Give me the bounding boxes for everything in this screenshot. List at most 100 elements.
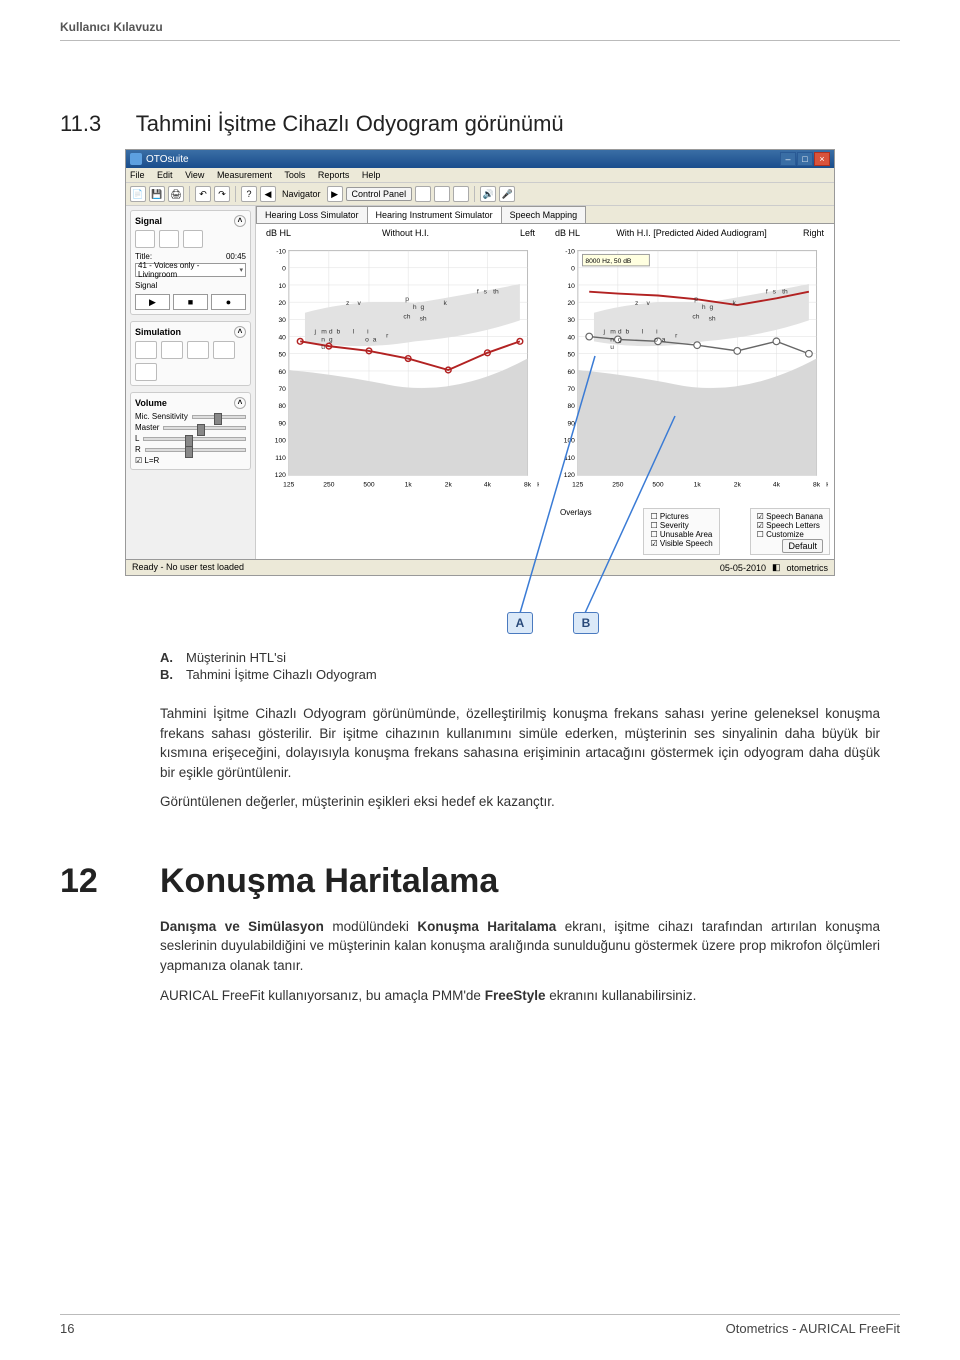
svg-text:0: 0 — [282, 266, 286, 273]
maximize-button[interactable]: □ — [797, 152, 813, 166]
tab-hearing-instrument[interactable]: Hearing Instrument Simulator — [367, 206, 502, 223]
collapse-icon[interactable]: ˄ — [234, 326, 246, 338]
record-button[interactable]: ● — [211, 294, 246, 310]
ov-banana-label: Speech Banana — [766, 512, 823, 521]
svg-text:80: 80 — [278, 403, 286, 410]
chart-left-ylabel: dB HL — [266, 228, 291, 238]
svg-text:70: 70 — [567, 386, 575, 393]
master-slider[interactable] — [163, 426, 246, 430]
tb-mic-icon[interactable]: 🎤 — [499, 186, 515, 202]
ov-visible[interactable]: ☑ Visible Speech — [650, 539, 712, 548]
sim-icon-1[interactable] — [135, 341, 157, 359]
menu-edit[interactable]: Edit — [157, 170, 173, 180]
ov-unusable[interactable]: ☐ Unusable Area — [650, 530, 712, 539]
tb-nav-left-icon[interactable]: ◀ — [260, 186, 276, 202]
svg-text:1k: 1k — [694, 482, 702, 489]
tabs: Hearing Loss Simulator Hearing Instrumen… — [256, 206, 834, 224]
status-brand: otometrics — [786, 563, 828, 573]
chart-right-side: Right — [803, 228, 824, 238]
tb-save-icon[interactable]: 💾 — [149, 186, 165, 202]
left-panel: Signal˄ Title:00:45 41 - Voices only - L… — [126, 206, 256, 559]
svg-text:Hz: Hz — [826, 482, 828, 489]
sim-icon-5[interactable] — [135, 363, 157, 381]
default-button[interactable]: Default — [782, 539, 823, 553]
link-label: L=R — [144, 456, 159, 465]
overlays-heading: Overlays — [560, 508, 592, 517]
section-number: 11.3 — [60, 111, 130, 137]
menu-reports[interactable]: Reports — [318, 170, 350, 180]
collapse-icon[interactable]: ˄ — [234, 397, 246, 409]
ov-letters[interactable]: ☑ Speech Letters — [757, 521, 823, 530]
svg-text:p: p — [405, 296, 409, 303]
minimize-button[interactable]: – — [780, 152, 796, 166]
chapter-heading: 12 Konuşma Haritalama — [60, 862, 900, 901]
svg-text:sh: sh — [420, 315, 427, 322]
svg-text:250: 250 — [323, 482, 334, 489]
combo-value: 41 - Voices only - Livingroom — [138, 261, 239, 279]
svg-text:n: n — [610, 336, 614, 343]
stop-button[interactable]: ■ — [173, 294, 208, 310]
ov-severity[interactable]: ☐ Severity — [650, 521, 712, 530]
app-icon — [130, 153, 142, 165]
tb-misc3-icon[interactable] — [453, 186, 469, 202]
sim-icon-4[interactable] — [213, 341, 235, 359]
svg-text:20: 20 — [567, 300, 575, 307]
tab-speech-mapping[interactable]: Speech Mapping — [501, 206, 587, 223]
sig-icon-1[interactable] — [135, 230, 155, 248]
tb-undo-icon[interactable]: ↶ — [195, 186, 211, 202]
tb-print-icon[interactable]: 🖨 — [168, 186, 184, 202]
svg-text:500: 500 — [363, 482, 374, 489]
legend-a-key: A. — [160, 650, 186, 665]
svg-text:110: 110 — [275, 455, 286, 462]
svg-text:110: 110 — [564, 455, 575, 462]
control-panel-button[interactable]: Control Panel — [346, 187, 413, 201]
svg-text:n: n — [321, 336, 325, 343]
svg-text:-10: -10 — [276, 248, 286, 255]
svg-text:Hz: Hz — [537, 482, 539, 489]
chart-left-title: Without H.I. — [291, 228, 520, 238]
menubar: File Edit View Measurement Tools Reports… — [126, 168, 834, 183]
menu-view[interactable]: View — [185, 170, 204, 180]
sig-icon-2[interactable] — [159, 230, 179, 248]
svg-text:g: g — [618, 336, 622, 343]
mic-slider[interactable] — [192, 415, 246, 419]
svg-text:70: 70 — [278, 386, 286, 393]
menu-file[interactable]: File — [130, 170, 145, 180]
r-slider[interactable] — [145, 448, 246, 452]
close-button[interactable]: × — [814, 152, 830, 166]
r-label: R — [135, 445, 141, 454]
tab-hearing-loss[interactable]: Hearing Loss Simulator — [256, 206, 368, 223]
menu-tools[interactable]: Tools — [284, 170, 305, 180]
ov-pictures[interactable]: ☐ Pictures — [650, 512, 712, 521]
ov-customize[interactable]: ☐ Customize — [757, 530, 823, 539]
tb-help-icon[interactable]: ? — [241, 186, 257, 202]
svg-text:100: 100 — [564, 438, 575, 445]
l-label: L — [135, 434, 139, 443]
svg-text:125: 125 — [572, 482, 583, 489]
tb-nav-right-icon[interactable]: ▶ — [327, 186, 343, 202]
svg-text:o: o — [365, 336, 369, 343]
ov-banana[interactable]: ☑ Speech Banana — [757, 512, 823, 521]
section-body: Tahmini İşitme Cihazlı Odyogram görünümü… — [160, 704, 880, 812]
sim-icon-3[interactable] — [187, 341, 209, 359]
tb-misc1-icon[interactable] — [415, 186, 431, 202]
menu-measurement[interactable]: Measurement — [217, 170, 272, 180]
tb-speaker-icon[interactable]: 🔊 — [480, 186, 496, 202]
l-slider[interactable] — [143, 437, 246, 441]
svg-text:m: m — [610, 329, 616, 336]
signal-combo[interactable]: 41 - Voices only - Livingroom — [135, 263, 246, 277]
svg-text:a: a — [662, 336, 666, 343]
tb-misc2-icon[interactable] — [434, 186, 450, 202]
tb-redo-icon[interactable]: ↷ — [214, 186, 230, 202]
menu-help[interactable]: Help — [362, 170, 381, 180]
chapter-body: Danışma ve Simülasyon modülündeki Konuşm… — [160, 917, 880, 1005]
collapse-icon[interactable]: ˄ — [234, 215, 246, 227]
sim-icon-2[interactable] — [161, 341, 183, 359]
svg-text:8k: 8k — [813, 482, 821, 489]
play-button[interactable]: ▶ — [135, 294, 170, 310]
tb-new-icon[interactable]: 📄 — [130, 186, 146, 202]
svg-text:500: 500 — [652, 482, 663, 489]
sig-icon-3[interactable] — [183, 230, 203, 248]
chapter-p1-bold1: Danışma ve Simülasyon — [160, 919, 324, 934]
svg-text:2k: 2k — [445, 482, 453, 489]
